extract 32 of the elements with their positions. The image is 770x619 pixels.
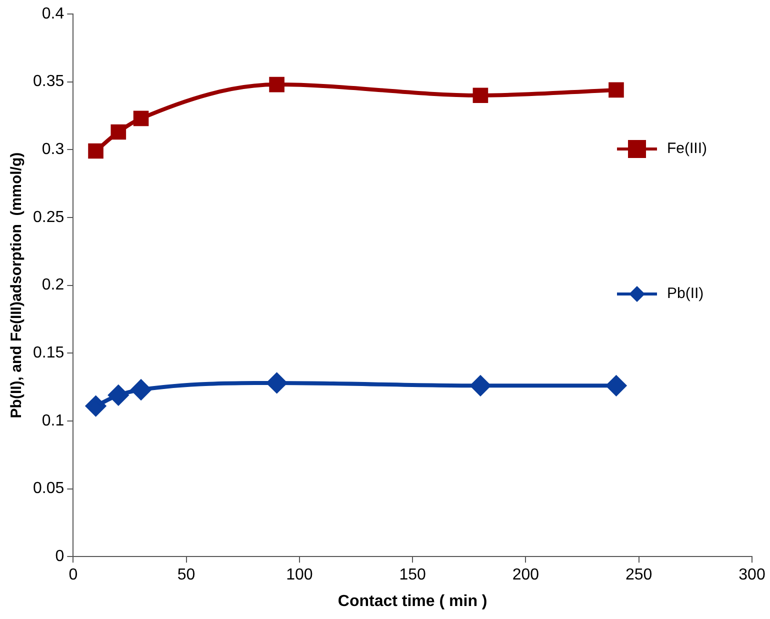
point [472,88,488,104]
point [131,380,152,400]
x-tick-label: 0 [68,566,78,584]
point [108,385,128,406]
x-tick-label: 150 [399,566,426,584]
x-tick-label: 250 [626,566,652,584]
y-tick-label: 0.35 [33,73,64,90]
y-tick-label: 0.1 [42,412,64,430]
y-tick-label: 0.4 [42,5,64,22]
point [133,110,149,126]
y-tick-label: 0.3 [42,141,64,158]
y-tick-label: 0.15 [33,344,64,362]
point [86,396,106,416]
y-tick-label: 0.05 [33,480,64,498]
y-tick-label: 0 [55,548,64,566]
y-tick-label: 0.25 [33,208,64,226]
point [606,376,626,396]
y-axis-title: Pb(II), and Fe(III)adsorption (mmol/g) [8,152,26,418]
legend-label: Fe(III) [667,140,707,158]
point [110,124,126,140]
x-tick-label: 50 [177,566,196,584]
point [608,82,624,98]
x-tick-label: 200 [512,566,540,584]
y-tick-label: 0.2 [42,276,64,294]
point [470,376,490,396]
legend-label: Pb(II) [667,285,704,302]
x-axis-title: Contact time ( min ) [338,592,488,610]
x-tick-label: 300 [738,566,766,584]
x-tick-label: 100 [286,566,313,584]
point [266,372,287,393]
point [269,76,284,92]
point [88,143,104,159]
